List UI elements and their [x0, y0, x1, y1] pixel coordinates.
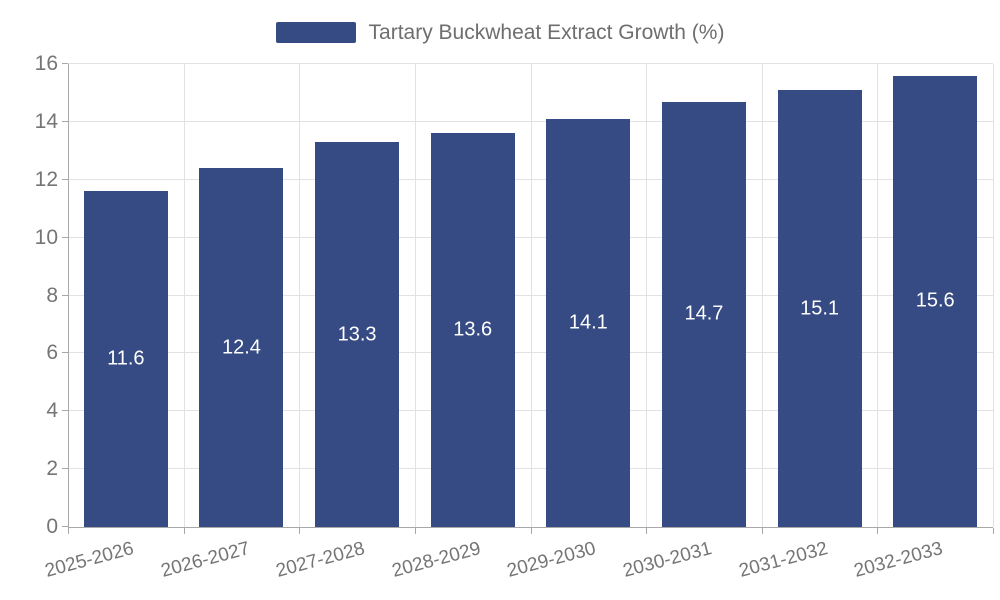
y-tick-mark — [62, 294, 68, 296]
x-tick-mark — [414, 528, 416, 534]
bar — [430, 133, 515, 527]
bar — [315, 142, 400, 527]
x-tick-label: 2027-2028 — [274, 538, 368, 582]
bar-value-label: 15.1 — [800, 297, 840, 320]
bar-value-label: 11.6 — [107, 347, 145, 370]
y-tick-label: 8 — [46, 283, 58, 307]
y-tick-mark — [62, 236, 68, 238]
plot-area: 11.6 12.4 13.3 13.6 14.1 14.7 15.1 15.6 — [62, 63, 994, 534]
y-tick-mark — [62, 63, 68, 64]
bar — [546, 118, 631, 527]
bar — [777, 90, 862, 527]
bar — [893, 75, 978, 527]
bar-value-label: 15.6 — [915, 289, 955, 312]
y-tick-label: 0 — [46, 515, 58, 539]
gridline-vertical — [530, 64, 532, 527]
gridline-vertical — [414, 64, 416, 527]
y-tick-label: 4 — [46, 399, 58, 423]
x-tick-mark — [530, 528, 532, 534]
bar — [83, 191, 168, 527]
x-tick-label: 2032-2033 — [852, 538, 946, 582]
y-tick-mark — [62, 352, 68, 354]
x-tick-label: 2030-2031 — [620, 538, 715, 582]
gridline-vertical — [993, 64, 994, 527]
bar-value-label: 14.1 — [568, 311, 608, 334]
gridline-vertical — [646, 64, 648, 527]
x-tick-mark — [993, 528, 994, 534]
y-tick-label: 10 — [34, 225, 58, 249]
gridline-horizontal — [68, 63, 993, 64]
x-tick-label: 2031-2032 — [736, 538, 830, 582]
x-tick-mark — [877, 528, 879, 534]
gridline-vertical — [877, 64, 879, 527]
x-axis-line — [68, 527, 993, 528]
gridline-vertical — [761, 64, 763, 527]
x-tick-mark — [183, 528, 185, 534]
bar-value-label: 14.7 — [684, 302, 724, 325]
gridline-vertical — [299, 64, 301, 527]
gridline-vertical — [183, 64, 185, 527]
y-tick-label: 12 — [34, 167, 58, 191]
bar-value-label: 12.4 — [221, 336, 261, 359]
legend-item[interactable]: Tartary Buckwheat Extract Growth (%) — [0, 18, 1000, 46]
y-tick-label: 2 — [46, 457, 58, 481]
y-tick-mark — [62, 468, 68, 470]
bar — [661, 101, 746, 527]
bar-value-label: 13.3 — [337, 323, 377, 346]
bar — [199, 168, 284, 527]
y-tick-mark — [62, 120, 68, 122]
x-tick-label: 2025-2026 — [42, 538, 136, 582]
legend-label: Tartary Buckwheat Extract Growth (%) — [368, 20, 725, 44]
y-tick-mark — [62, 526, 68, 527]
legend-swatch — [275, 21, 356, 43]
y-tick-label: 14 — [34, 109, 58, 133]
x-tick-label: 2026-2027 — [158, 538, 252, 582]
x-tick-mark — [299, 528, 301, 534]
y-tick-label: 16 — [34, 52, 58, 76]
x-tick-label: 2029-2030 — [505, 538, 599, 582]
y-tick-label: 6 — [46, 341, 58, 365]
y-tick-mark — [62, 178, 68, 180]
x-tick-label: 2028-2029 — [389, 538, 483, 582]
x-tick-mark — [761, 528, 763, 534]
y-axis-line — [68, 64, 69, 527]
y-tick-mark — [62, 410, 68, 412]
bar-value-label: 13.6 — [453, 318, 493, 341]
x-tick-mark — [68, 528, 69, 534]
x-tick-mark — [646, 528, 648, 534]
